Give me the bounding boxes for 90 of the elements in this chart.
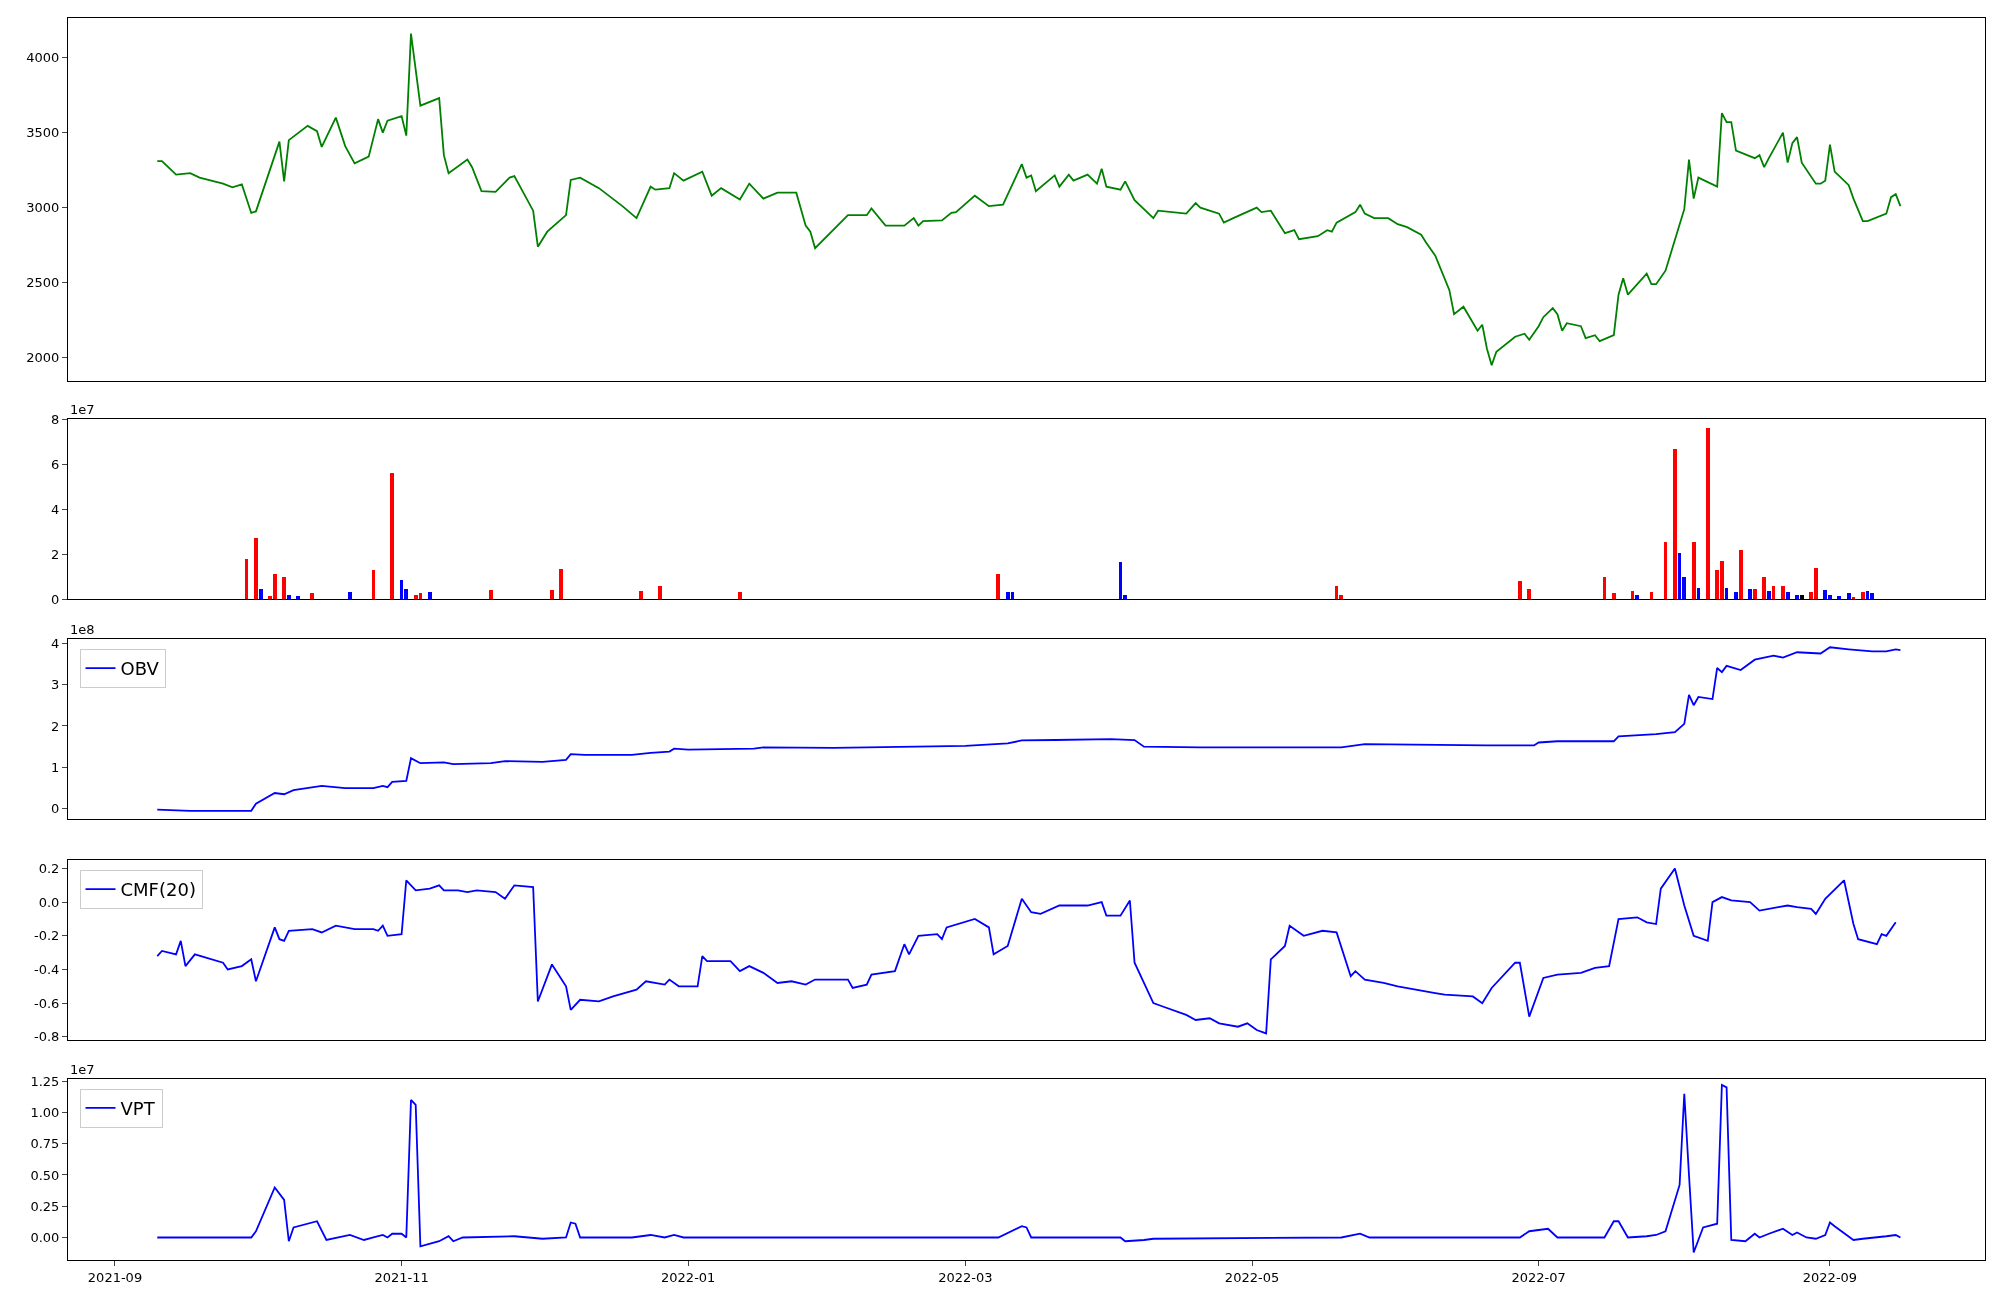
bar — [1795, 595, 1799, 600]
bar — [1847, 593, 1851, 600]
bar — [1767, 591, 1771, 600]
bar — [489, 590, 493, 600]
y-tick-label: 0.0 — [38, 894, 60, 910]
y-tick-label: 0.75 — [30, 1136, 60, 1152]
bar — [296, 596, 300, 600]
y-tick-label: 1.25 — [30, 1073, 60, 1089]
bar — [414, 595, 418, 600]
bar — [1781, 586, 1785, 600]
y-tick-label: 8 — [51, 411, 60, 427]
bar — [1852, 597, 1855, 600]
x-tick-label: 2022-05 — [1224, 1269, 1280, 1285]
bar — [1786, 592, 1790, 600]
bar — [550, 590, 554, 600]
y-tick-label: 0.50 — [30, 1167, 60, 1183]
bar — [287, 595, 291, 600]
bar — [259, 589, 263, 600]
bar — [1692, 542, 1696, 600]
x-tick-label: 2022-09 — [1802, 1269, 1858, 1285]
y-tick-label: 6 — [51, 456, 60, 472]
bar — [1650, 592, 1653, 600]
bar — [639, 591, 643, 600]
bar — [282, 577, 286, 600]
y-tick-label: -0.2 — [34, 928, 60, 944]
bar — [1870, 593, 1874, 600]
y-tick-label: 0.00 — [30, 1230, 60, 1246]
y-tick-label: 0.2 — [38, 861, 60, 877]
bar — [1748, 589, 1752, 600]
x-tick-label: 2022-03 — [938, 1269, 993, 1285]
bar — [738, 592, 742, 600]
bar — [1861, 592, 1865, 600]
y-tick-label: 3500 — [26, 125, 60, 141]
bar — [658, 586, 662, 600]
bar — [1006, 592, 1010, 600]
x-tick-label: 2022-01 — [661, 1269, 716, 1285]
bar — [254, 538, 258, 600]
line-series — [156, 32, 1902, 367]
y-tick-label: 3 — [51, 677, 60, 693]
bar — [372, 570, 375, 600]
x-tick-label: 2022-07 — [1511, 1269, 1566, 1285]
y-tick-label: -0.4 — [34, 962, 60, 978]
x-tick-label: 2021-11 — [374, 1269, 429, 1285]
bar — [1673, 449, 1677, 600]
y-tick-label: -0.8 — [34, 1029, 60, 1045]
y-tick-label: 3000 — [26, 200, 60, 216]
y-tick-label: 4 — [51, 501, 60, 517]
bar — [428, 592, 432, 600]
y-tick-label: 1 — [51, 759, 60, 775]
bar — [1762, 577, 1766, 600]
bar — [1612, 593, 1616, 600]
y-tick-label: 2500 — [26, 275, 60, 291]
bar — [390, 473, 394, 600]
bar — [1837, 596, 1841, 600]
text: 1e7 — [70, 402, 95, 417]
bar — [245, 559, 248, 600]
bar — [559, 569, 563, 600]
bar — [1725, 588, 1728, 600]
bar — [1734, 592, 1738, 600]
y-tick-label: 4 — [51, 635, 60, 651]
y-tick-label: 0 — [51, 591, 60, 607]
y-tick-label: -0.6 — [34, 995, 60, 1011]
bar — [1706, 428, 1710, 600]
y-tick-label: 2000 — [26, 350, 60, 366]
bar — [1753, 589, 1757, 600]
bar — [348, 592, 352, 600]
legend-label: CMF(20) — [120, 879, 196, 901]
x-tick-label: 2021-09 — [87, 1269, 143, 1285]
bar — [310, 593, 314, 600]
legend-label: VPT — [120, 1097, 156, 1119]
bar — [1697, 588, 1700, 600]
y-tick-label: 0 — [51, 801, 60, 817]
text: 1e7 — [70, 1062, 95, 1077]
bar — [1527, 589, 1531, 600]
bar — [1631, 591, 1634, 600]
y-tick-label: 0.25 — [30, 1198, 60, 1214]
bar — [1603, 577, 1606, 600]
line-series — [156, 1084, 1902, 1254]
bar — [1518, 581, 1522, 600]
y-tick-label: 4000 — [26, 50, 60, 66]
bar — [1635, 595, 1639, 600]
legend-label: OBV — [120, 658, 160, 680]
bar — [996, 574, 1000, 600]
y-tick-label: 1.00 — [30, 1104, 60, 1120]
bar — [1739, 550, 1743, 600]
y-tick-label: 2 — [51, 546, 60, 562]
text: 1e8 — [70, 622, 95, 637]
y-tick-label: 2 — [51, 718, 60, 734]
bar — [1772, 586, 1775, 600]
bar — [1664, 542, 1667, 600]
